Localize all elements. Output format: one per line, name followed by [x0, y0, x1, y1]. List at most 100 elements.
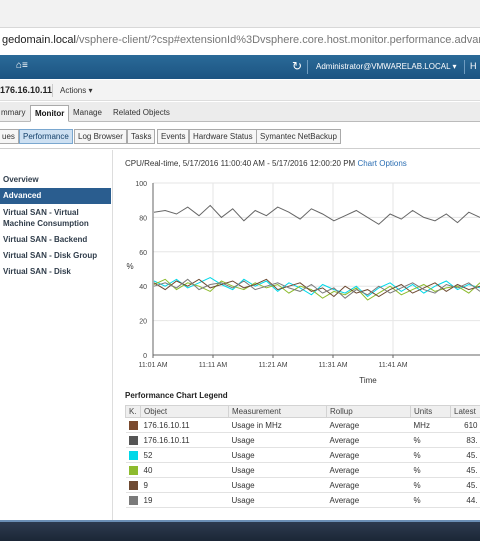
legend-row[interactable]: 176.16.10.11 Usage in MHz Average MHz 610 [125, 417, 480, 433]
object-bar: 176.16.10.11 Actions ▾ [0, 80, 480, 101]
legend-color-swatch [128, 495, 138, 505]
legend-object: 19 [140, 492, 229, 508]
url-path: /vsphere-client/?csp#extensionId%3Dvsphe… [76, 34, 480, 46]
chart-axes: 0 20 40 60 80 100 11:01 AM 11:11 AM 11:21 AM 11:3… [126, 181, 480, 385]
legend-object: 9 [140, 477, 229, 493]
subtab-divider [0, 148, 480, 149]
nav-item-overview[interactable]: Overview [3, 175, 39, 184]
legend-measurement: Usage [228, 447, 327, 463]
address-bar[interactable]: gedomain.local/vsphere-client/?csp#exten… [0, 30, 480, 50]
x-tick-label: 11:11 AM [199, 362, 228, 369]
home-menu-button[interactable]: ⌂≡ [16, 60, 28, 71]
subtab-performance[interactable]: Performance [19, 129, 73, 144]
nav-item-vsan-disk[interactable]: Virtual SAN - Disk [3, 267, 71, 276]
legend-object: 176.16.10.11 [140, 432, 229, 448]
subtab-hardware-status[interactable]: Hardware Status [189, 129, 257, 144]
legend-body: 176.16.10.11 Usage in MHz Average MHz 610 176… [125, 417, 480, 508]
legend-col-measurement[interactable]: Measurement [228, 405, 327, 418]
legend-measurement: Usage [228, 462, 327, 478]
legend-color-swatch [128, 435, 138, 445]
legend-header-row: K. Object Measurement Rollup Units Lates… [125, 405, 480, 418]
subtab-log-browser[interactable]: Log Browser [74, 129, 127, 144]
legend-latest: 44. [450, 492, 480, 508]
help-menu[interactable]: H [470, 61, 477, 71]
legend-row[interactable]: 52 Usage Average% 45. [125, 447, 480, 463]
legend-col-key[interactable]: K. [125, 405, 141, 418]
legend-title: Performance Chart Legend [125, 391, 228, 400]
chart-series [153, 204, 480, 301]
subtab-events[interactable]: Events [157, 129, 190, 144]
y-tick-label: 0 [143, 353, 147, 360]
footer-divider [0, 520, 480, 522]
legend-col-object[interactable]: Object [140, 405, 229, 418]
legend-latest: 45. [450, 477, 480, 493]
tab-manage[interactable]: Manage [73, 108, 102, 117]
app-header: ⌂≡ ↻ Administrator@VMWARELAB.LOCAL ▾ H [0, 55, 480, 79]
nav-item-vsan-backend[interactable]: Virtual SAN - Backend [3, 235, 88, 244]
y-tick-label: 20 [139, 319, 147, 326]
legend-units: MHz [410, 417, 451, 433]
footer-bar [0, 522, 480, 541]
performance-chart: 0 20 40 60 80 100 11:01 AM 11:11 AM 11:21 AM 11:3… [126, 181, 480, 385]
header-divider [307, 60, 308, 74]
chart-title: CPU/Real-time, 5/17/2016 11:00:40 AM - 5… [125, 159, 407, 168]
url-host: gedomain.local [2, 34, 76, 46]
legend-rollup: Average [326, 477, 411, 493]
legend-units: % [410, 432, 451, 448]
legend-units: % [410, 492, 451, 508]
actions-menu[interactable]: Actions ▾ [60, 86, 93, 95]
legend-object: 176.16.10.11 [140, 417, 229, 433]
legend-measurement: Usage [228, 477, 327, 493]
legend-row[interactable]: 9 Usage Average% 45. [125, 477, 480, 493]
refresh-icon[interactable]: ↻ [292, 59, 303, 73]
left-nav: Overview Advanced Virtual SAN - Virtual … [0, 150, 113, 520]
object-title: 176.16.10.11 [0, 85, 53, 95]
legend-latest: 45. [450, 462, 480, 478]
x-tick-label: 11:31 AM [318, 362, 347, 369]
legend-swatch-cell [125, 447, 141, 463]
series-line-176-16-10-11 [153, 204, 480, 225]
sub-tabs: ues Performance Log Browser Tasks Events… [0, 126, 480, 146]
legend-units: % [410, 477, 451, 493]
subtab-symantec-netbackup[interactable]: Symantec NetBackup [256, 129, 341, 144]
y-tick-label: 100 [135, 181, 147, 188]
legend-color-swatch [128, 420, 138, 430]
legend-col-units[interactable]: Units [410, 405, 451, 418]
legend-col-latest[interactable]: Latest [450, 405, 480, 418]
tab-summary[interactable]: mmary [1, 108, 26, 117]
chart-options-link[interactable]: Chart Options [357, 159, 407, 168]
legend-latest: 610 [450, 417, 480, 433]
x-tick-label: 11:01 AM [138, 362, 167, 369]
legend-latest: 83. [450, 432, 480, 448]
legend-row[interactable]: 40 Usage Average% 45. [125, 462, 480, 478]
tab-monitor[interactable]: Monitor [30, 105, 70, 122]
legend-measurement: Usage [228, 492, 327, 508]
subtab-tasks[interactable]: Tasks [127, 129, 156, 144]
x-axis-label: Time [359, 376, 377, 385]
object-bar-divider [52, 84, 53, 97]
legend-rollup: Average [326, 462, 411, 478]
y-tick-label: 80 [139, 215, 147, 222]
nav-item-advanced[interactable]: Advanced [0, 188, 111, 204]
legend-color-swatch [128, 465, 138, 475]
legend-color-swatch [128, 480, 138, 490]
subtab-issues[interactable]: ues [0, 129, 19, 144]
main-tabs: mmary Monitor Manage Related Objects [0, 102, 480, 122]
nav-item-vsan-vm-consumption[interactable]: Virtual SAN - Virtual Machine Consumptio… [3, 208, 89, 228]
legend-row[interactable]: 19 Usage Average% 44. [125, 492, 480, 508]
nav-item-vsan-disk-group[interactable]: Virtual SAN - Disk Group [3, 251, 98, 260]
legend-swatch-cell [125, 477, 141, 493]
legend-measurement: Usage [228, 432, 327, 448]
series-line-9 [153, 278, 480, 298]
legend-col-rollup[interactable]: Rollup [326, 405, 411, 418]
user-menu[interactable]: Administrator@VMWARELAB.LOCAL ▾ [316, 62, 457, 71]
header-divider [464, 60, 465, 74]
legend-object: 40 [140, 462, 229, 478]
tab-related-objects[interactable]: Related Objects [113, 108, 170, 117]
legend-units: % [410, 462, 451, 478]
legend-row[interactable]: 176.16.10.11 Usage Average% 83. [125, 432, 480, 448]
series-line-19 [153, 278, 480, 299]
legend-measurement: Usage in MHz [228, 417, 327, 433]
legend-rollup: Average [326, 432, 411, 448]
y-axis-label: % [126, 262, 133, 271]
